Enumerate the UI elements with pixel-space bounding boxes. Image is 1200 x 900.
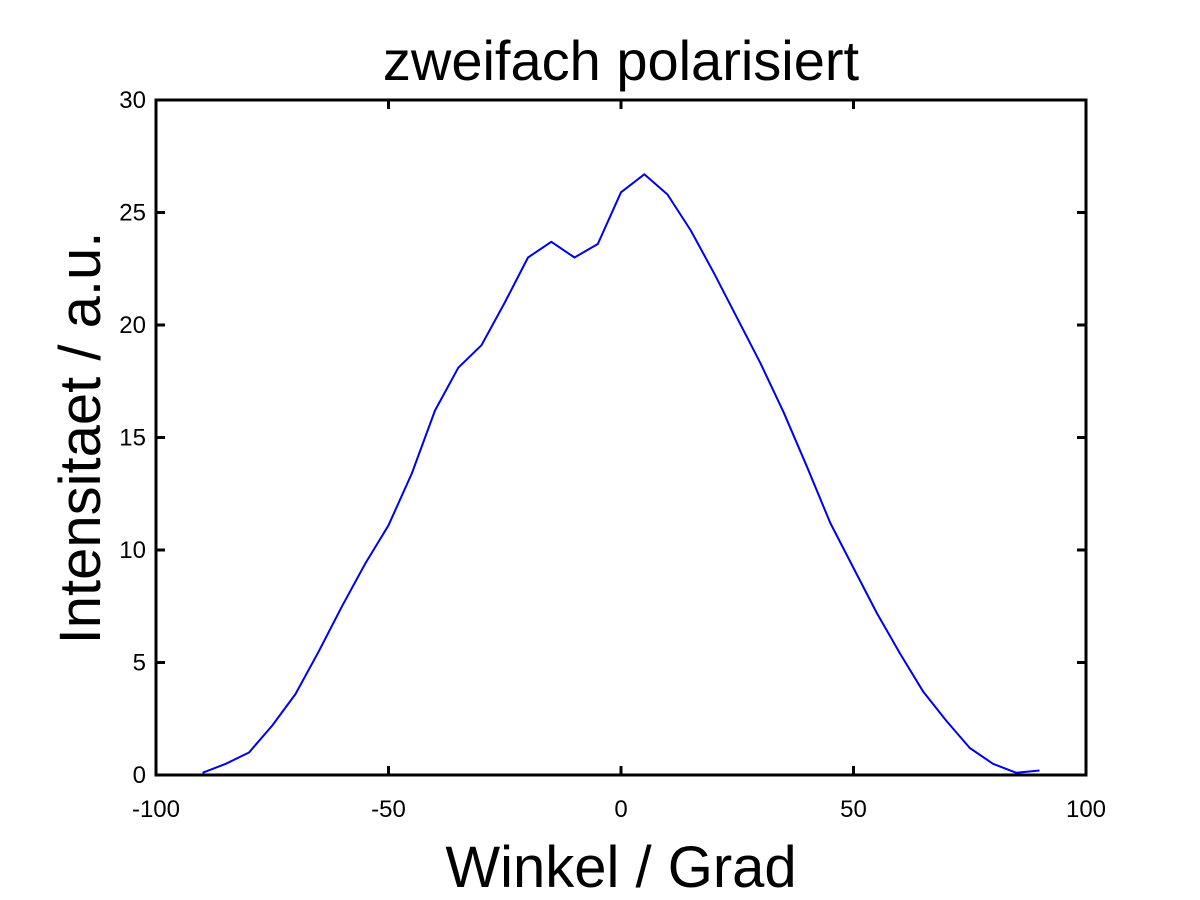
y-tick-label: 10 [119, 537, 146, 564]
data-series [202, 173, 1040, 774]
x-tick-label: 50 [840, 796, 867, 823]
y-tick-label: 5 [133, 650, 146, 677]
tick-labels: -100 -50 0 50 100 0 5 10 15 20 25 30 [119, 87, 1106, 823]
chart-title: zweifach polarisiert [383, 29, 860, 92]
y-tick-label: 0 [133, 762, 146, 789]
x-tick-label: 0 [614, 796, 627, 823]
series-line [202, 173, 1040, 774]
y-tick-label: 20 [119, 312, 146, 339]
y-tick-label: 15 [119, 425, 146, 452]
y-tick-label: 30 [119, 87, 146, 114]
y-axis-label: Intensitaet / a.u. [48, 232, 113, 645]
x-tick-label: -50 [371, 796, 406, 823]
x-tick-label: 100 [1066, 796, 1106, 823]
y-tick-label: 25 [119, 200, 146, 227]
x-axis-label: Winkel / Grad [445, 835, 796, 900]
axis-ticks [154, 98, 1088, 777]
plot-frame [154, 98, 1088, 777]
x-tick-label: -100 [132, 796, 180, 823]
